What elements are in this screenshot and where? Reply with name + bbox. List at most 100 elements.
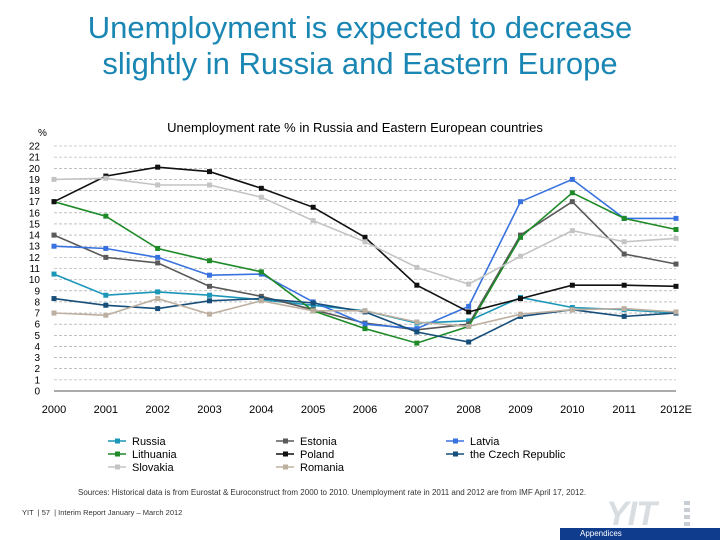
data-point [155,254,161,260]
y-tick-14: 14 [29,231,41,242]
legend-label: Estonia [300,436,338,448]
x-tick-2009: 2009 [508,404,532,416]
legend-item: Russia [108,436,167,448]
data-point [103,245,109,251]
data-point [466,318,472,324]
slide-title: Unemployment is expected to decrease sli… [0,10,720,82]
data-point [103,254,109,260]
x-tick-2012E: 2012E [660,404,692,416]
y-tick-13: 13 [29,242,41,253]
legend-item: Romania [276,462,345,474]
source-note: Sources: Historical data is from Eurosta… [78,488,587,497]
data-point [51,271,57,277]
footer-info: YIT | 57 | Interim Report January – March … [22,508,183,517]
data-point [207,311,212,317]
y-tick-5: 5 [34,331,40,342]
data-point [51,310,57,316]
data-point [621,251,627,257]
x-tick-2010: 2010 [560,404,584,416]
slide-title-line-2: slightly in Russia and Eastern Europe [102,46,618,81]
chart-title: Unemployment rate % in Russia and Easter… [167,120,543,135]
gridlines [54,145,676,392]
y-tick-11: 11 [30,264,41,275]
x-tick-2007: 2007 [405,404,429,416]
y-tick-22: 22 [29,142,41,153]
footer-company: YIT [22,508,34,517]
x-tick-2008: 2008 [456,404,480,416]
data-point [673,235,679,241]
legend-item: Poland [276,449,334,461]
legend-marker [283,464,288,470]
y-tick-3: 3 [34,353,40,364]
y-tick-20: 20 [29,164,41,175]
x-tick-2003: 2003 [197,404,221,416]
x-tick-2005: 2005 [301,404,325,416]
data-point [207,169,212,175]
data-point [414,326,420,332]
data-point [155,182,161,188]
y-tick-17: 17 [29,197,41,208]
y-tick-18: 18 [29,186,41,197]
series-lines [51,164,679,346]
data-point [207,283,212,289]
logo-bars-icon [684,501,690,529]
x-tick-2006: 2006 [353,404,377,416]
legend-label: the Czech Republic [470,449,566,461]
data-point [310,218,316,224]
data-point [155,245,161,251]
data-point [466,303,472,309]
series-line [53,273,677,324]
data-point [362,321,368,327]
data-point [207,258,212,264]
data-point [362,239,368,245]
data-point [103,292,109,298]
logo-text: YIT [606,495,657,533]
series-slovakia [51,175,679,287]
data-point [569,228,575,234]
data-point [103,302,109,308]
footer-page-number: 57 [41,508,51,517]
data-point [673,261,679,267]
data-point [155,164,161,170]
legend-label: Romania [300,462,345,474]
data-point [155,260,161,266]
data-point [310,204,316,210]
appendix-label: Appendices [580,529,622,538]
data-point [414,340,420,346]
legend-label: Russia [132,436,167,448]
data-point [414,319,420,325]
data-point [51,232,57,238]
x-tick-2000: 2000 [42,404,66,416]
data-point [414,329,420,335]
data-point [207,272,212,278]
y-tick-4: 4 [34,342,40,353]
legend-marker [115,464,120,470]
x-tick-labels: 2000 2001 2002 2003 2004 2005 2006 2007 2008 2009… [42,404,692,416]
data-point [621,306,627,312]
y-tick-0: 0 [34,387,40,398]
data-point [466,339,472,345]
unemployment-line-chart: Unemployment rate % in Russia and Easter… [29,120,692,474]
data-point [103,312,109,318]
data-point [155,306,161,312]
data-point [51,243,57,249]
data-point [258,298,264,304]
legend-item: Slovakia [108,462,174,474]
legend-item: Estonia [276,436,338,448]
data-point [621,215,627,221]
legend-marker [115,451,120,457]
data-point [518,253,523,259]
yit-logo: YIT [606,497,690,531]
data-point [414,264,420,270]
legend-label: Slovakia [132,462,174,474]
data-point [258,269,264,275]
legend-marker [283,451,288,457]
data-point [466,323,472,329]
data-point [310,308,316,314]
data-point [569,307,575,313]
data-point [673,309,679,315]
appendix-bar: Appendices [560,528,720,540]
data-point [362,326,368,332]
